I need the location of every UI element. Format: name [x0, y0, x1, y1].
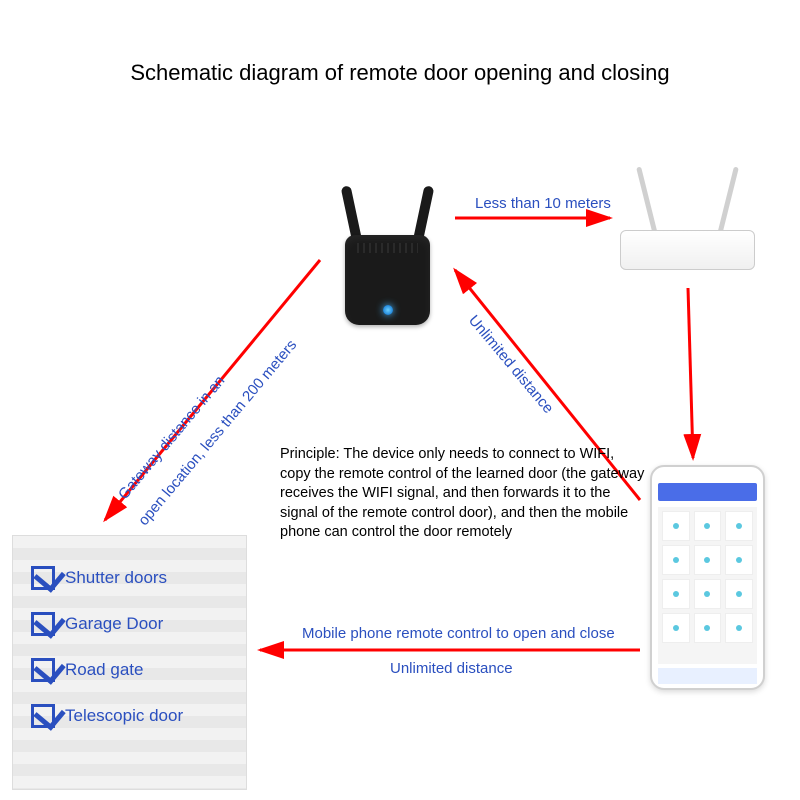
check-icon: [31, 612, 55, 636]
door-type-item: Telescopic door: [31, 704, 183, 728]
phone-navbar: [658, 668, 757, 684]
wifi-led-icon: [383, 305, 393, 315]
door-types-panel: Shutter doors Garage Door Road gate Tele…: [12, 535, 247, 790]
router-antenna-right: [717, 166, 739, 235]
door-type-item: Road gate: [31, 658, 183, 682]
phone-app-grid: [658, 507, 757, 664]
door-type-item: Shutter doors: [31, 566, 183, 590]
router-body: [620, 230, 755, 270]
check-icon: [31, 658, 55, 682]
door-type-label: Garage Door: [65, 614, 163, 634]
principle-text: Principle: The device only needs to conn…: [280, 445, 645, 543]
label-phone-router: Unlimited distance: [465, 312, 557, 417]
gateway-body: [345, 235, 430, 325]
label-gateway-router: Less than 10 meters: [475, 195, 611, 212]
check-icon: [31, 566, 55, 590]
router-antenna-left: [636, 166, 658, 235]
door-type-label: Road gate: [65, 660, 143, 680]
check-icon: [31, 704, 55, 728]
door-type-item: Garage Door: [31, 612, 183, 636]
mobile-phone: [650, 465, 765, 690]
gateway-device: [335, 205, 440, 325]
label-phone-door-line1: Mobile phone remote control to open and …: [302, 625, 615, 642]
label-gateway-door-line2: open location, less than 200 meters: [135, 337, 300, 529]
label-phone-door-line2: Unlimited distance: [390, 660, 513, 677]
wifi-router: [615, 170, 760, 280]
door-types-list: Shutter doors Garage Door Road gate Tele…: [31, 566, 183, 728]
phone-app-header: [658, 483, 757, 501]
page-title: Schematic diagram of remote door opening…: [0, 60, 800, 86]
door-type-label: Telescopic door: [65, 706, 183, 726]
door-type-label: Shutter doors: [65, 568, 167, 588]
